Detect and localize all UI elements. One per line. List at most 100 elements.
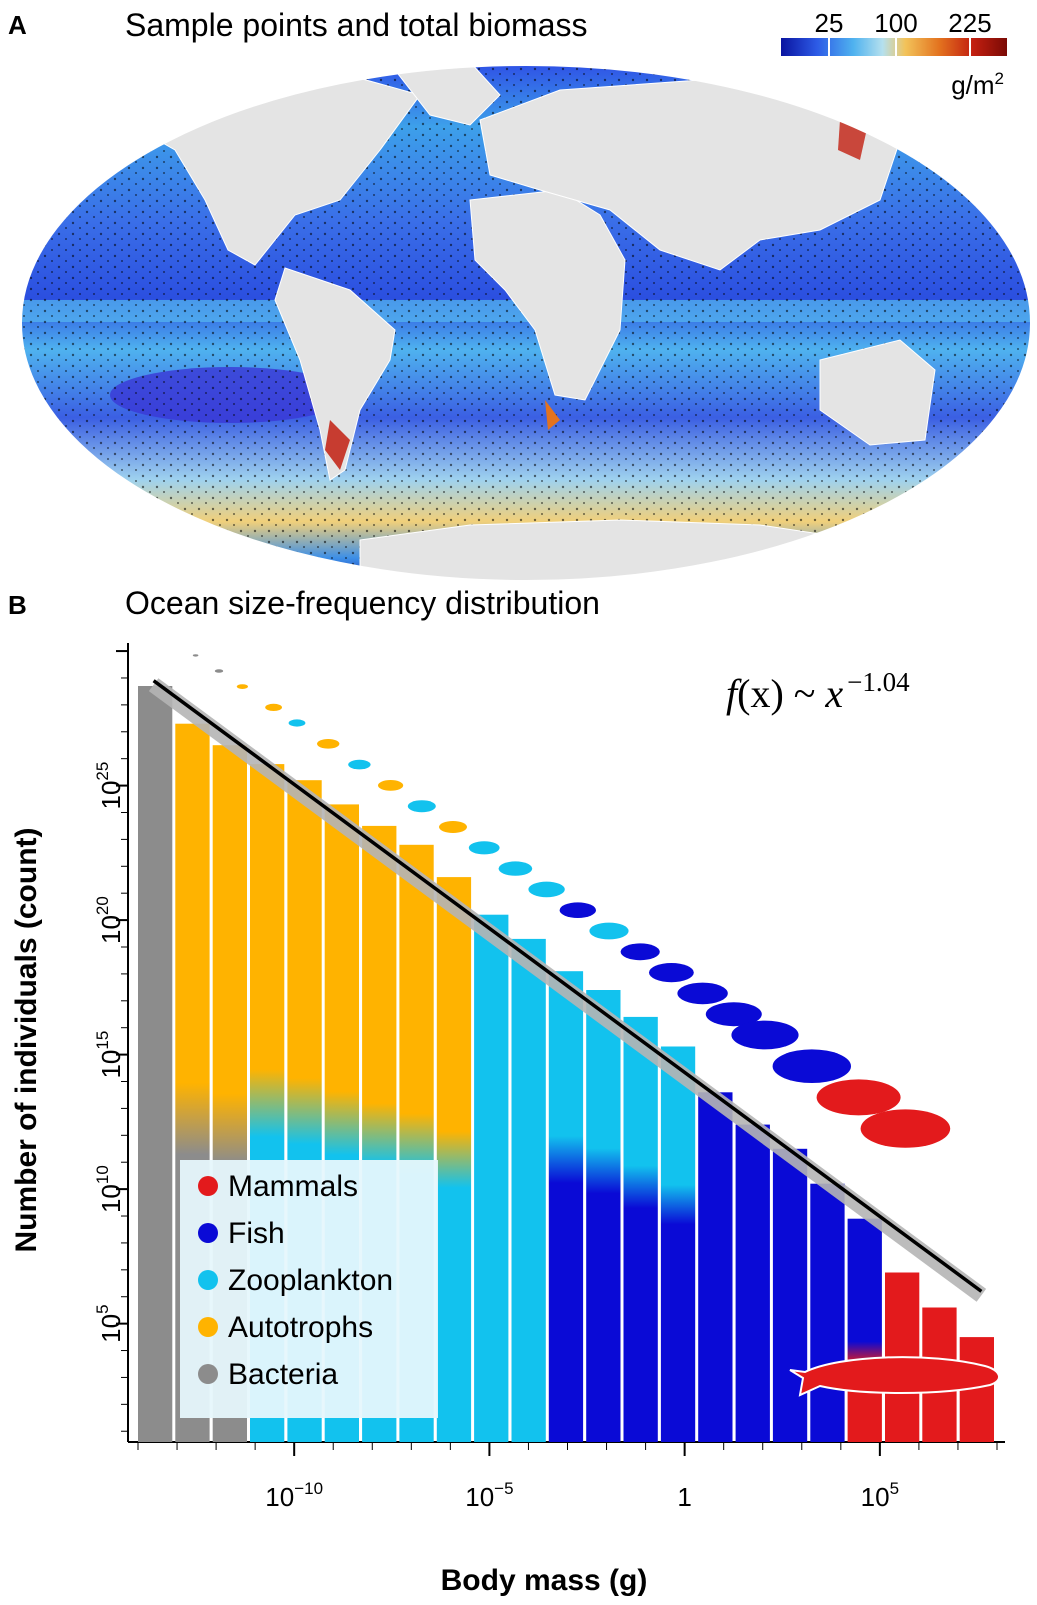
y-tick-label-2: 1015 xyxy=(93,1031,126,1079)
panel-a-letter: A xyxy=(8,10,27,40)
x-tick-exp-1: −5 xyxy=(494,1479,513,1498)
organism-icon-13 xyxy=(559,902,596,918)
benguela-upwelling xyxy=(545,400,560,430)
bar-bin-13 xyxy=(623,1016,658,1442)
organism-icon-22 xyxy=(860,1109,951,1148)
colorbar-unit-base: g/m xyxy=(951,70,994,100)
x-axis-title: Body mass (g) xyxy=(441,1564,648,1597)
bar-bin-14 xyxy=(660,1046,696,1442)
legend-label-zooplankton: Zooplankton xyxy=(228,1264,393,1297)
legend-swatch-zooplankton xyxy=(198,1270,218,1290)
fit-layer xyxy=(148,678,987,1302)
bar-bin-15 xyxy=(698,1092,733,1442)
y-tick-exp-3: 20 xyxy=(93,896,112,915)
organism-icon-5 xyxy=(317,739,340,749)
y-tick-base-4: 10 xyxy=(96,781,126,810)
colorbar-unit-sup: 2 xyxy=(995,69,1004,88)
x-tick-label-2: 1 xyxy=(677,1482,691,1512)
x-tick-base-2: 1 xyxy=(677,1482,691,1512)
organism-silhouettes xyxy=(192,654,1000,1397)
y-axis-title: Number of individuals (count) xyxy=(10,828,43,1253)
organism-icon-19 xyxy=(731,1020,799,1050)
legend-label-fish: Fish xyxy=(228,1217,285,1250)
y-tick-label-0: 105 xyxy=(93,1304,126,1342)
panel-b: B Ocean size-frequency distribution 1051… xyxy=(8,585,1005,1597)
bar-bin-16 xyxy=(735,1124,770,1442)
organism-icon-16 xyxy=(649,963,694,983)
colorbar-gradient xyxy=(781,38,1007,56)
organism-icon-20 xyxy=(772,1049,851,1083)
legend-label-bacteria: Bacteria xyxy=(228,1358,338,1391)
organism-icon-3 xyxy=(265,703,282,712)
x-ticks: 10−10 10−5 1 105 xyxy=(137,1442,998,1512)
bar-bin-17 xyxy=(772,1148,808,1442)
patagonian-shelf xyxy=(325,420,350,470)
organism-icon-6 xyxy=(348,759,371,770)
organism-icon-14 xyxy=(589,922,629,940)
greenland xyxy=(394,65,501,126)
y-tick-exp-0: 5 xyxy=(93,1304,112,1313)
colorbar-label-25: 25 xyxy=(815,8,844,38)
colorbar-label-225: 225 xyxy=(948,8,991,38)
organism-icon-17 xyxy=(677,982,728,1005)
x-tick-label-3: 105 xyxy=(861,1479,899,1512)
map-outline xyxy=(20,64,1032,582)
y-tick-base-0: 10 xyxy=(96,1314,126,1343)
bar-bin-8 xyxy=(436,877,472,1442)
x-tick-base-3: 10 xyxy=(861,1482,890,1512)
x-tick-base-0: 10 xyxy=(265,1482,294,1512)
organism-icon-18 xyxy=(705,1002,762,1027)
y-tick-base-3: 10 xyxy=(96,915,126,944)
x-tick-label-0: 10−10 xyxy=(265,1479,323,1512)
whale-icon xyxy=(789,1356,1000,1397)
bar-bin-12 xyxy=(586,990,621,1442)
formula-x: x xyxy=(824,671,843,716)
panel-a: A Sample points and total biomass 25 100… xyxy=(8,7,1032,582)
x-tick-exp-0: −10 xyxy=(294,1479,323,1498)
organism-icon-0 xyxy=(192,654,199,657)
fit-line xyxy=(152,679,983,1293)
organism-icon-10 xyxy=(468,841,500,855)
organism-icon-21 xyxy=(816,1079,901,1116)
bar-bin-9 xyxy=(474,914,509,1442)
colorbar-label-100: 100 xyxy=(874,8,917,38)
legend-items: Mammals Fish Zooplankton Autotrophs Bacteria xyxy=(198,1170,393,1391)
organism-icon-7 xyxy=(378,780,404,791)
colorbar: 25 100 225 g/m2 xyxy=(781,8,1007,100)
australia xyxy=(819,339,936,446)
bar-bin-11 xyxy=(548,971,584,1442)
y-tick-base-2: 10 xyxy=(96,1050,126,1079)
x-tick-base-1: 10 xyxy=(465,1482,494,1512)
legend-label-autotrophs: Autotrophs xyxy=(228,1311,373,1344)
legend-swatch-autotrophs xyxy=(198,1317,218,1337)
legend-swatch-bacteria xyxy=(198,1364,218,1384)
organism-icon-15 xyxy=(620,943,660,961)
legend-swatch-mammals xyxy=(198,1176,218,1196)
world-map xyxy=(21,65,1031,581)
x-tick-label-1: 10−5 xyxy=(465,1479,513,1512)
fit-formula: f(x) ~ x −1.04 xyxy=(726,667,910,716)
panel-b-title: Ocean size-frequency distribution xyxy=(125,585,600,621)
bar-bin-10 xyxy=(511,938,546,1442)
organism-icon-4 xyxy=(288,719,306,727)
antarctica xyxy=(359,519,861,581)
bar-bin-18 xyxy=(810,1183,845,1442)
y-tick-exp-4: 25 xyxy=(93,762,112,781)
colorbar-unit: g/m2 xyxy=(951,69,1004,100)
y-tick-label-1: 1010 xyxy=(93,1165,126,1213)
legend-label-mammals: Mammals xyxy=(228,1170,358,1203)
bar-bin-0 xyxy=(138,686,173,1442)
south-america xyxy=(274,267,396,481)
organism-icon-9 xyxy=(439,821,467,833)
formula-tilde: ~ xyxy=(784,671,826,716)
panel-b-letter: B xyxy=(8,590,27,620)
africa xyxy=(469,189,626,401)
organism-icon-2 xyxy=(236,684,248,689)
y-tick-exp-2: 15 xyxy=(93,1031,112,1050)
legend: Mammals Fish Zooplankton Autotrophs Bacteria xyxy=(180,1160,438,1418)
y-tick-exp-1: 10 xyxy=(93,1165,112,1184)
legend-box xyxy=(180,1160,438,1418)
organism-icon-1 xyxy=(214,669,224,673)
x-tick-exp-3: 5 xyxy=(890,1479,899,1498)
